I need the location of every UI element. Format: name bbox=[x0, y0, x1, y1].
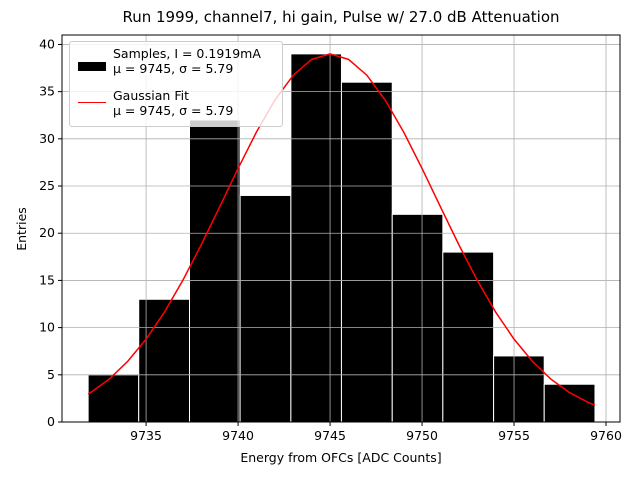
y-tick-label: 10 bbox=[39, 320, 55, 335]
y-tick-label: 0 bbox=[47, 414, 55, 429]
bar bbox=[87, 374, 140, 423]
plot-frame bbox=[61, 34, 621, 423]
fit-line bbox=[87, 53, 596, 406]
y-tick-label: 5 bbox=[47, 367, 55, 382]
bar bbox=[543, 383, 596, 423]
legend-label: Gaussian Fit μ = 9745, σ = 5.79 bbox=[113, 88, 234, 118]
bar bbox=[391, 213, 444, 423]
y-tick-label: 15 bbox=[39, 272, 55, 287]
y-axis-label: Entries bbox=[14, 207, 29, 251]
y-tick-label: 35 bbox=[39, 84, 55, 99]
x-tick-label: 9740 bbox=[222, 428, 254, 443]
bar bbox=[239, 194, 292, 423]
chart-title: Run 1999, channel7, hi gain, Pulse w/ 27… bbox=[122, 8, 559, 26]
y-tick-label: 40 bbox=[39, 36, 55, 51]
x-tick-label: 9745 bbox=[314, 428, 346, 443]
x-axis-label: Energy from OFCs [ADC Counts] bbox=[240, 450, 441, 465]
legend-key bbox=[78, 62, 106, 71]
y-tick-label: 30 bbox=[39, 131, 55, 146]
x-tick-label: 9755 bbox=[498, 428, 530, 443]
legend-label: Samples, I = 0.1919mA μ = 9745, σ = 5.79 bbox=[113, 46, 261, 76]
bar bbox=[188, 119, 241, 423]
x-tick-label: 9735 bbox=[130, 428, 162, 443]
bar bbox=[442, 251, 495, 423]
x-tick-label: 9750 bbox=[406, 428, 438, 443]
y-tick-label: 25 bbox=[39, 178, 55, 193]
bar bbox=[290, 53, 342, 423]
bar bbox=[493, 355, 545, 423]
y-tick-label: 20 bbox=[39, 225, 55, 240]
bar bbox=[340, 81, 393, 423]
legend: Samples, I = 0.1919mA μ = 9745, σ = 5.79… bbox=[69, 41, 283, 127]
x-tick-label: 9760 bbox=[590, 428, 622, 443]
legend-key bbox=[78, 102, 106, 103]
